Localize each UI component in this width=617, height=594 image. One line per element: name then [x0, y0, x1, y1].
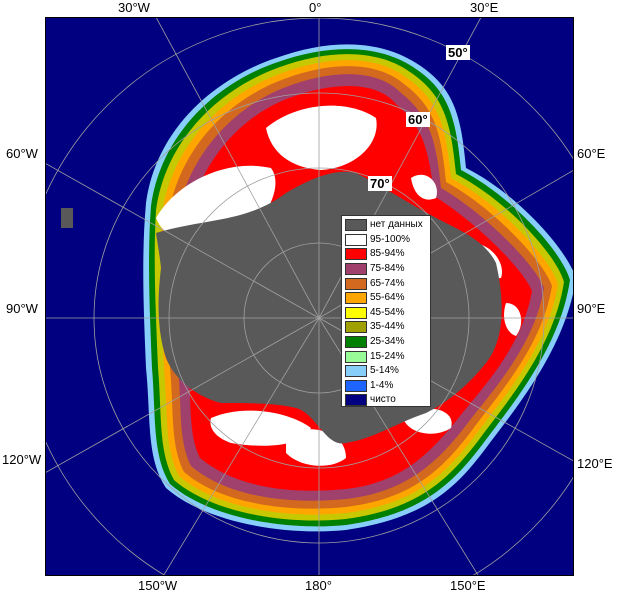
lon-label-120e: 120°E: [577, 456, 613, 471]
lat-label-60: 60°: [406, 112, 430, 127]
legend-label: 55-64%: [370, 292, 405, 304]
legend-item: 5-14%: [345, 364, 430, 379]
sea-ice-map: 50° 60° 70° нет данных 95-100% 85-94% 75…: [45, 17, 574, 576]
lon-label-90e: 90°E: [577, 301, 606, 316]
legend-label: чисто: [370, 394, 396, 406]
legend-swatch: [345, 321, 367, 334]
map-canvas: [46, 18, 573, 575]
legend-item: 45-54%: [345, 306, 430, 321]
legend-item: 95-100%: [345, 233, 430, 248]
legend-swatch: [345, 350, 367, 363]
legend-swatch: [345, 365, 367, 378]
lon-label-0: 0°: [309, 0, 322, 15]
legend-label: 15-24%: [370, 350, 405, 362]
legend-label: 45-54%: [370, 306, 405, 318]
lon-label-120w: 120°W: [2, 452, 42, 467]
lon-label-60e: 60°E: [577, 146, 606, 161]
legend-label: 25-34%: [370, 336, 405, 348]
legend-label: 65-74%: [370, 277, 405, 289]
legend-item: 25-34%: [345, 335, 430, 350]
legend-swatch: [345, 277, 367, 290]
lon-label-60w: 60°W: [6, 146, 38, 161]
legend-swatch: [345, 306, 367, 319]
legend-item: 1-4%: [345, 379, 430, 394]
legend-item: 55-64%: [345, 291, 430, 306]
legend-label: 5-14%: [370, 365, 399, 377]
legend-swatch: [345, 379, 367, 392]
legend-label: 1-4%: [370, 379, 394, 391]
legend-item: 75-84%: [345, 262, 430, 277]
lon-label-150w: 150°W: [138, 578, 178, 593]
lon-label-150e: 150°E: [450, 578, 486, 593]
lat-label-50: 50°: [446, 45, 470, 60]
legend-item: 15-24%: [345, 349, 430, 364]
legend: нет данных 95-100% 85-94% 75-84% 65-74% …: [341, 215, 431, 407]
legend-item: 65-74%: [345, 276, 430, 291]
legend-label: 85-94%: [370, 248, 405, 260]
lat-label-70: 70°: [368, 176, 392, 191]
legend-item: 85-94%: [345, 247, 430, 262]
legend-swatch: [345, 263, 367, 276]
legend-swatch: [345, 336, 367, 349]
no-data-speck: [61, 208, 73, 228]
legend-label: 35-44%: [370, 321, 405, 333]
lon-label-90w: 90°W: [6, 301, 38, 316]
legend-swatch: [345, 219, 367, 232]
legend-label: 75-84%: [370, 263, 405, 275]
legend-item: нет данных: [345, 218, 430, 233]
legend-label: нет данных: [370, 219, 423, 231]
legend-swatch: [345, 394, 367, 407]
legend-item: 35-44%: [345, 320, 430, 335]
legend-swatch: [345, 292, 367, 305]
legend-swatch: [345, 233, 367, 246]
lon-label-180: 180°: [305, 578, 332, 593]
lon-label-30e: 30°E: [470, 0, 499, 15]
legend-label: 95-100%: [370, 233, 411, 245]
legend-swatch: [345, 248, 367, 261]
legend-item: чисто: [345, 393, 430, 408]
lon-label-30w: 30°W: [118, 0, 150, 15]
